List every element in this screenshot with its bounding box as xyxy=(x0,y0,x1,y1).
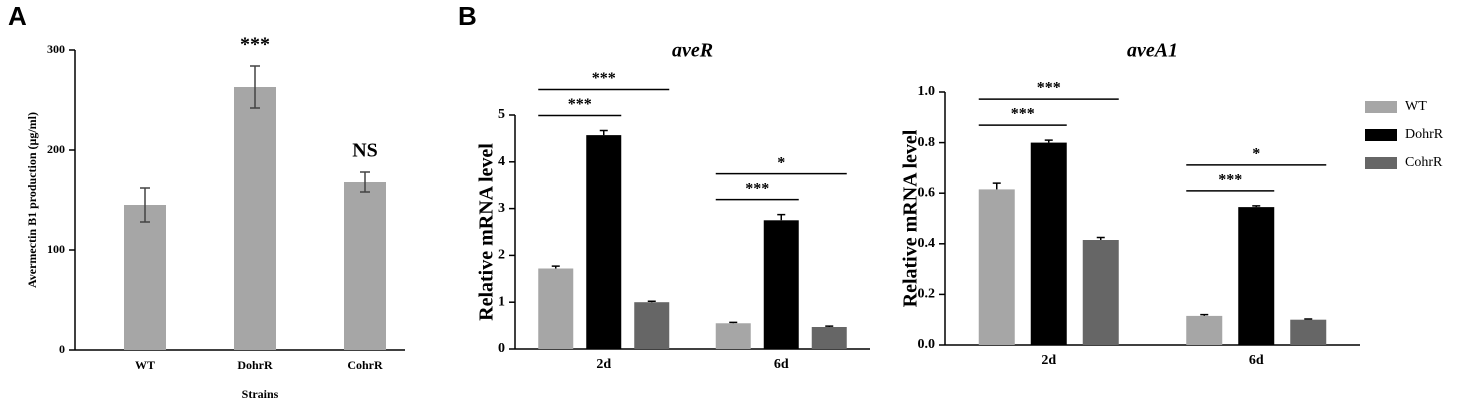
bar xyxy=(234,87,276,350)
y-tick-label: 100 xyxy=(47,242,65,256)
y-tick-label: 1 xyxy=(498,294,505,309)
bar xyxy=(344,182,386,350)
legend-label: DohrR xyxy=(1405,127,1444,142)
bar xyxy=(978,189,1015,345)
error-bar xyxy=(1200,313,1209,316)
y-tick-label: 200 xyxy=(47,142,65,156)
y-tick-label: 3 xyxy=(498,201,505,216)
bar xyxy=(1238,207,1275,345)
bar xyxy=(1030,142,1067,345)
error-bar xyxy=(250,65,260,109)
significance-label: *** xyxy=(592,70,616,87)
y-tick-label: 2 xyxy=(498,248,505,263)
error-bar xyxy=(1096,236,1105,241)
x-tick-label: DohrR xyxy=(237,358,273,372)
error-bar xyxy=(777,213,786,221)
significance-label: *** xyxy=(1011,106,1035,123)
significance-label: *** xyxy=(1037,80,1061,97)
bar xyxy=(1186,315,1223,345)
bar xyxy=(124,205,166,350)
chart-title: aveR xyxy=(672,40,713,62)
legend-swatch xyxy=(1365,101,1397,113)
legend-swatch xyxy=(1365,157,1397,169)
x-tick-label: CohrR xyxy=(347,358,383,372)
y-tick-label: 4 xyxy=(498,154,505,169)
error-bar xyxy=(1304,318,1313,320)
error-bar xyxy=(140,187,150,223)
y-tick-label: 1.0 xyxy=(918,84,936,99)
error-bar xyxy=(360,171,370,193)
y-tick-label: 0.0 xyxy=(918,337,936,352)
x-tick-label: 6d xyxy=(1249,353,1264,368)
y-axis-label: Relative mRNA level xyxy=(900,129,922,307)
significance-label: * xyxy=(1252,146,1260,163)
y-tick-label: 0.2 xyxy=(918,287,936,302)
x-tick-label: 6d xyxy=(774,357,789,372)
error-bar xyxy=(825,325,834,328)
chart-title: aveA1 xyxy=(1127,40,1178,62)
error-bar xyxy=(1252,205,1261,208)
y-tick-label: 0 xyxy=(59,342,65,356)
y-tick-label: 5 xyxy=(498,107,505,122)
bar xyxy=(811,327,847,349)
bar xyxy=(586,135,622,349)
error-bar xyxy=(992,182,1001,190)
significance-label: NS xyxy=(352,140,378,162)
x-tick-label: WT xyxy=(135,358,155,372)
legend-label: WT xyxy=(1405,99,1427,114)
y-tick-label: 0 xyxy=(498,341,505,356)
bar xyxy=(1290,319,1327,345)
bar xyxy=(763,220,799,349)
y-axis-label: Relative mRNA level xyxy=(476,143,498,321)
y-axis-label: Avermectin B1 production (μg/ml) xyxy=(25,112,39,288)
bar xyxy=(634,302,670,349)
error-bar xyxy=(599,129,608,136)
significance-label: *** xyxy=(1218,172,1242,189)
y-tick-label: 0.6 xyxy=(918,185,936,200)
error-bar xyxy=(551,265,560,269)
bar xyxy=(1082,240,1119,345)
x-tick-label: 2d xyxy=(596,357,611,372)
y-tick-label: 300 xyxy=(47,42,65,56)
bar xyxy=(538,268,574,349)
panel-label: B xyxy=(458,1,477,31)
panel-label: A xyxy=(8,1,27,31)
error-bar xyxy=(647,300,656,303)
error-bar xyxy=(1044,139,1053,143)
legend-label: CohrR xyxy=(1405,155,1443,170)
y-tick-label: 0.8 xyxy=(918,135,936,150)
legend-swatch xyxy=(1365,129,1397,141)
error-bar xyxy=(729,321,738,324)
significance-label: * xyxy=(777,154,785,171)
significance-label: *** xyxy=(745,180,769,197)
bar xyxy=(715,323,751,349)
x-axis-label: Strains xyxy=(242,387,279,401)
significance-label: *** xyxy=(240,34,270,56)
y-tick-label: 0.4 xyxy=(918,236,936,251)
significance-label: *** xyxy=(568,96,592,113)
x-tick-label: 2d xyxy=(1041,353,1056,368)
